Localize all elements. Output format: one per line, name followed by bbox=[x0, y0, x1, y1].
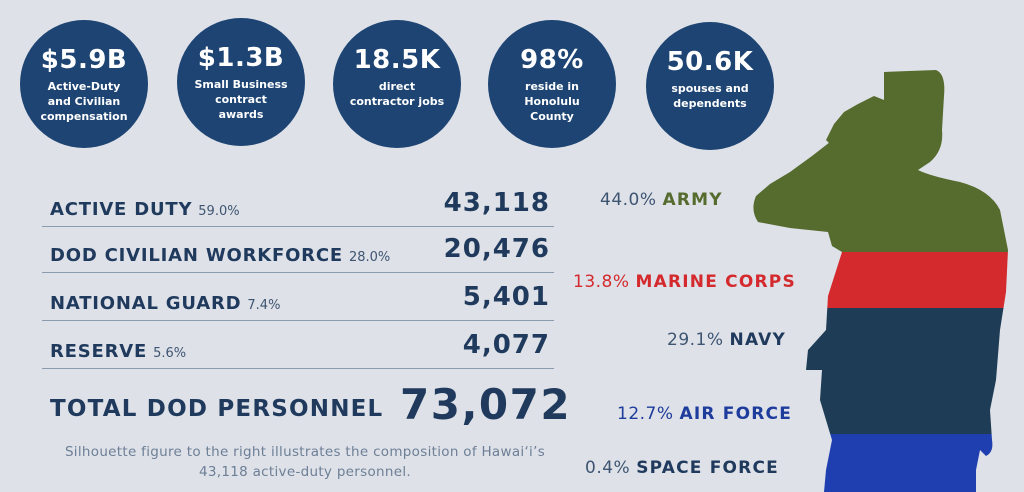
personnel-pct: 5.6% bbox=[153, 346, 187, 361]
stat-circle-contractor-jobs: 18.5K direct contractor jobs bbox=[333, 20, 461, 148]
branch-name: AIR FORCE bbox=[679, 404, 793, 424]
personnel-label: NATIONAL GUARD bbox=[50, 293, 242, 314]
stat-value: 18.5K bbox=[353, 45, 441, 75]
personnel-pct: 59.0% bbox=[198, 204, 240, 219]
total-value: 73,072 bbox=[400, 380, 572, 429]
personnel-label: DOD CIVILIAN WORKFORCE bbox=[50, 245, 343, 266]
personnel-pct: 28.0% bbox=[348, 250, 391, 265]
personnel-row-civilian: DOD CIVILIAN WORKFORCE 28.0% 20,476 bbox=[42, 226, 554, 273]
stat-label: reside in Honolulu County bbox=[524, 80, 580, 123]
total-label: TOTAL DOD PERSONNEL bbox=[50, 396, 384, 422]
personnel-row-reserve: RESERVE 5.6% 4,077 bbox=[42, 322, 554, 369]
stat-label: Active-Duty and Civilian compensation bbox=[40, 80, 128, 123]
stat-circle-compensation: $5.9B Active-Duty and Civilian compensat… bbox=[20, 20, 148, 148]
branch-name: SPACE FORCE bbox=[636, 458, 779, 478]
branch-navy: 29.1% NAVY bbox=[667, 330, 786, 350]
branch-air-force: 12.7% AIR FORCE bbox=[617, 404, 792, 424]
stat-value: 98% bbox=[520, 45, 584, 75]
stat-label: Small Business contract awards bbox=[194, 78, 288, 121]
branch-pct: 29.1% bbox=[667, 330, 724, 350]
stat-value: 50.6K bbox=[666, 47, 754, 77]
personnel-row-active-duty: ACTIVE DUTY 59.0% 43,118 bbox=[42, 180, 554, 227]
branch-pct: 44.0% bbox=[600, 190, 657, 210]
branch-name: ARMY bbox=[662, 190, 723, 210]
branch-name: NAVY bbox=[729, 330, 787, 350]
stat-circle-dependents: 50.6K spouses and dependents bbox=[646, 22, 774, 150]
personnel-row-national-guard: NATIONAL GUARD 7.4% 5,401 bbox=[42, 274, 554, 321]
personnel-value: 43,118 bbox=[443, 188, 550, 218]
branch-marine-corps: 13.8% MARINE CORPS bbox=[573, 272, 796, 292]
stat-value: $5.9B bbox=[40, 45, 128, 75]
personnel-value: 4,077 bbox=[462, 330, 550, 360]
branch-pct: 13.8% bbox=[573, 272, 630, 292]
personnel-label: ACTIVE DUTY bbox=[50, 199, 193, 220]
branch-name: MARINE CORPS bbox=[635, 272, 796, 292]
stat-label: direct contractor jobs bbox=[349, 80, 445, 108]
personnel-label: RESERVE bbox=[50, 341, 148, 362]
stat-value: $1.3B bbox=[197, 43, 285, 73]
stat-circle-small-business: $1.3B Small Business contract awards bbox=[177, 18, 305, 146]
personnel-value: 20,476 bbox=[443, 234, 550, 264]
branch-pct: 0.4% bbox=[585, 458, 631, 478]
branch-pct: 12.7% bbox=[617, 404, 674, 424]
footnote: Silhouette figure to the right illustrat… bbox=[64, 444, 546, 480]
branch-space-force: 0.4% SPACE FORCE bbox=[585, 458, 779, 478]
stat-circle-residence: 98% reside in Honolulu County bbox=[488, 20, 616, 148]
personnel-pct: 7.4% bbox=[247, 298, 281, 313]
branch-army: 44.0% ARMY bbox=[600, 190, 723, 210]
personnel-value: 5,401 bbox=[462, 282, 550, 312]
stat-label: spouses and dependents bbox=[671, 82, 749, 110]
